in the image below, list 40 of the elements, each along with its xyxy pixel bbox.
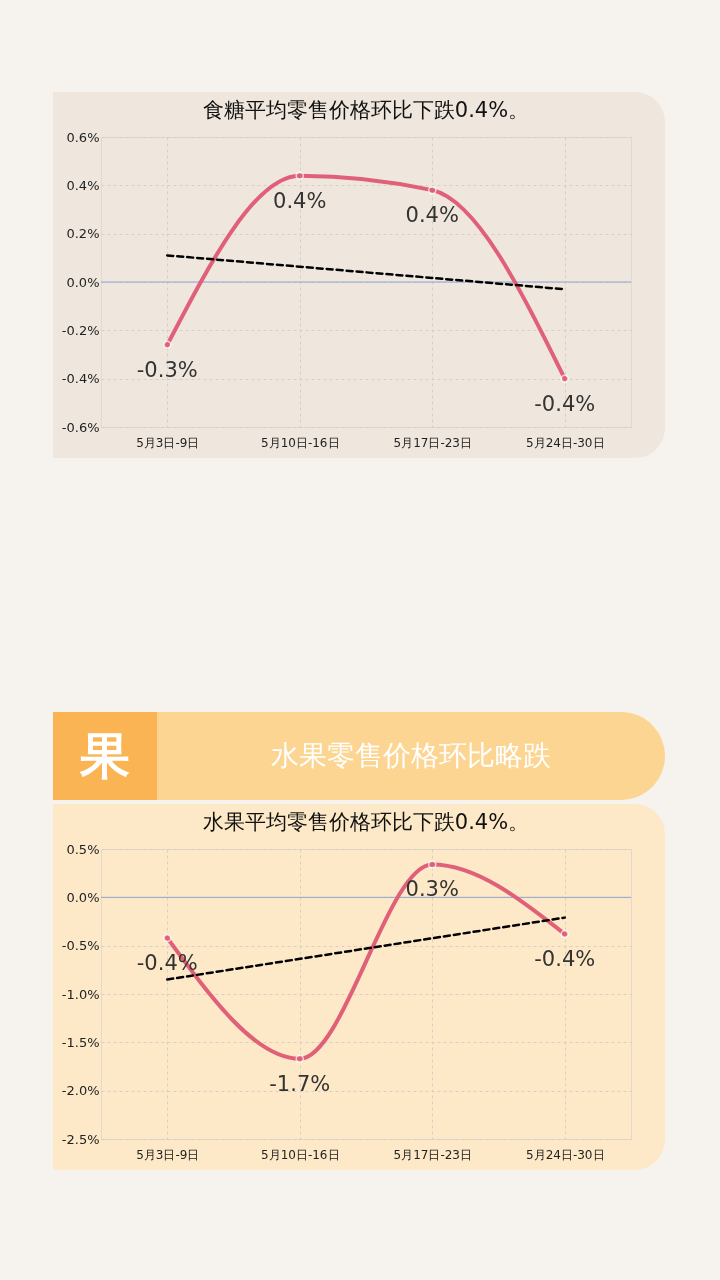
point <box>560 929 570 939</box>
y-tick-label: -2.5% <box>61 1131 100 1147</box>
y-tick-label: -0.5% <box>61 938 100 954</box>
data-label: -0.4% <box>534 391 596 416</box>
y-tick-label: -0.2% <box>61 322 100 338</box>
x-tick-label: 5月3日-9日 <box>136 435 200 450</box>
x-tick-label: 5月24日-30日 <box>525 435 605 450</box>
data-label: -0.3% <box>136 357 198 382</box>
y-tick-label: -0.4% <box>61 371 100 387</box>
chart-title: 水果平均零售价格环比下跌0.4%。 <box>202 810 530 834</box>
x-tick-label: 5月17日-23日 <box>393 435 473 450</box>
y-tick-label: -2.0% <box>61 1083 100 1099</box>
y-tick-label: 0.0% <box>66 889 100 905</box>
x-tick-label: 5月3日-9日 <box>136 1147 200 1162</box>
data-label: -1.7% <box>269 1071 331 1096</box>
point <box>162 340 172 350</box>
point <box>295 1054 305 1064</box>
y-tick-label: 0.6% <box>66 129 100 145</box>
point <box>162 933 172 943</box>
data-label: 0.3% <box>405 877 459 902</box>
x-tick-label: 5月10日-16日 <box>260 435 340 450</box>
y-tick-label: 0.4% <box>66 177 100 193</box>
data-label: 0.4% <box>273 188 327 213</box>
x-tick-label: 5月10日-16日 <box>260 1147 340 1162</box>
x-tick-label: 5月24日-30日 <box>525 1147 605 1162</box>
data-label: 0.4% <box>405 203 459 228</box>
data-label: -0.4% <box>534 947 596 972</box>
y-tick-label: 0.5% <box>66 841 100 857</box>
point <box>295 171 305 180</box>
y-tick-label: 0.2% <box>66 226 100 242</box>
chart-title: 食糖平均零售价格环比下跌0.4%。 <box>202 98 530 122</box>
point <box>427 185 437 195</box>
y-tick-label: 0.0% <box>66 274 100 290</box>
y-tick-label: -1.5% <box>61 1034 100 1050</box>
y-tick-label: -1.0% <box>61 986 100 1002</box>
point <box>427 860 437 869</box>
point <box>560 374 570 383</box>
y-tick-label: -0.6% <box>61 419 100 435</box>
heading-banner: 果 水果零售价格环比略跌 <box>53 712 665 800</box>
x-tick-label: 5月17日-23日 <box>393 1147 473 1162</box>
